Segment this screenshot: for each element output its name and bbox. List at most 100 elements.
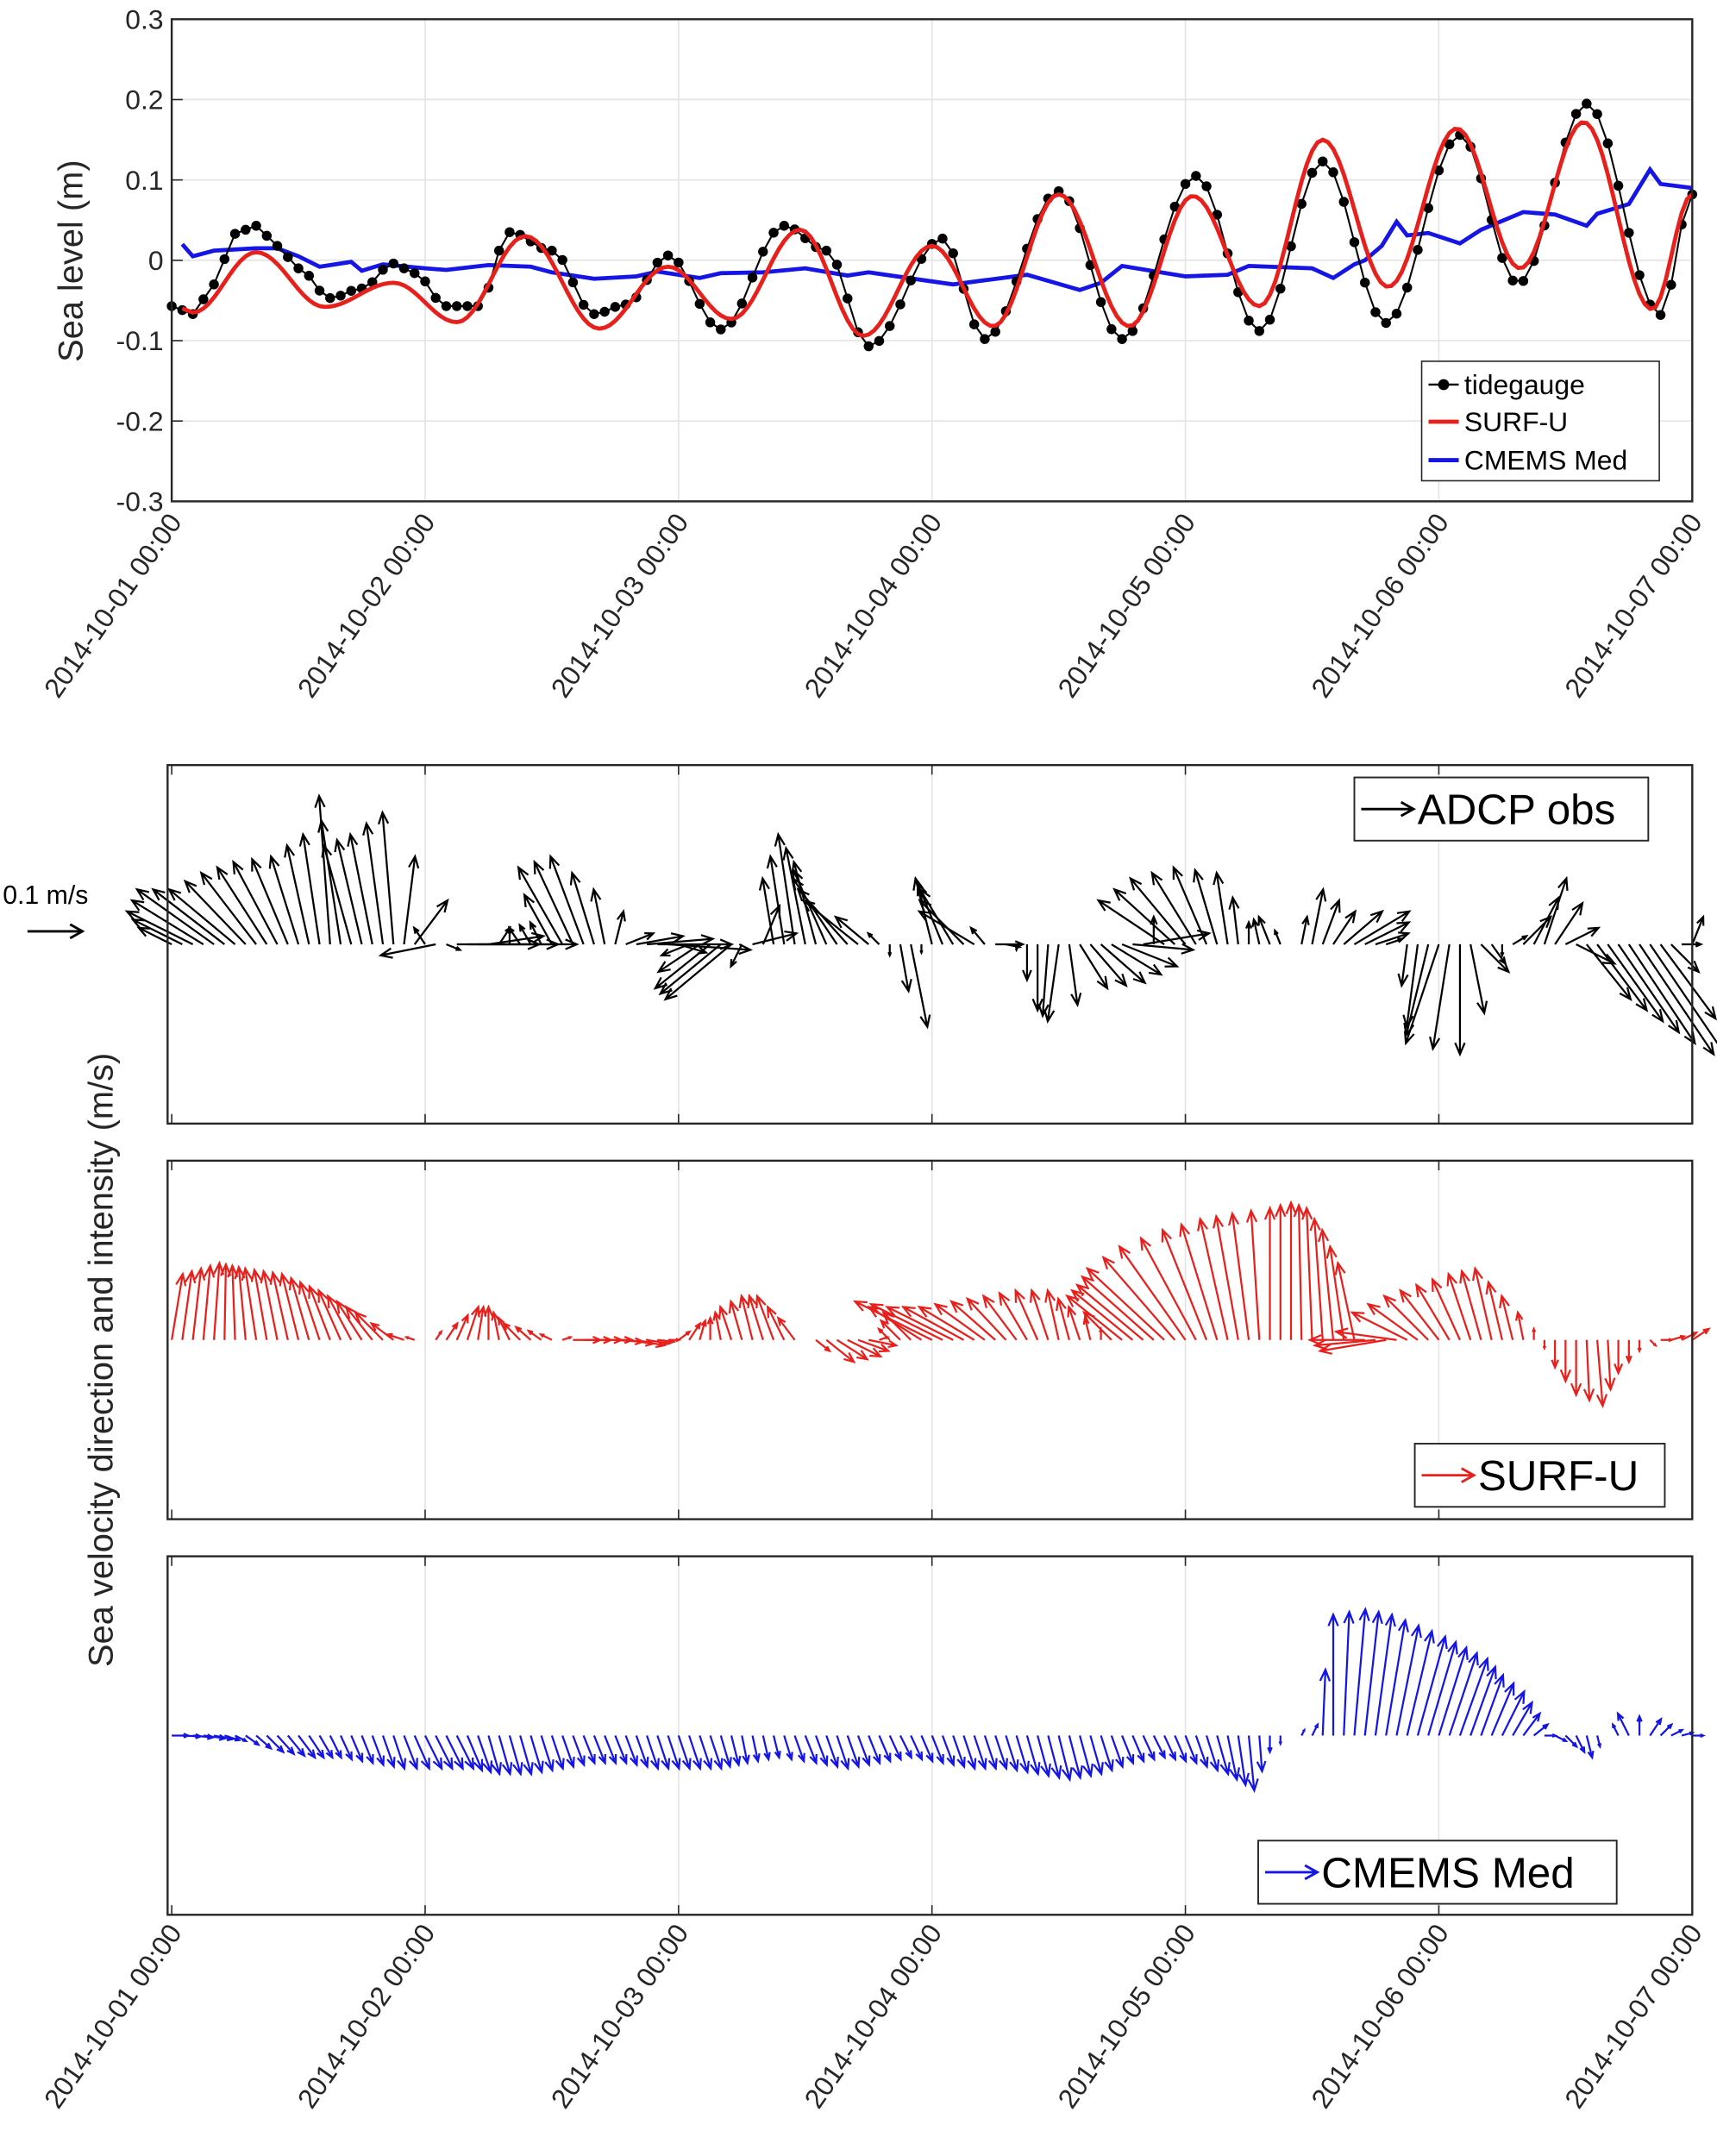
velocity-arrow bbox=[1037, 943, 1050, 1018]
tidegauge-point bbox=[1592, 109, 1602, 120]
velocity-arrow bbox=[1416, 1634, 1448, 1736]
tidegauge-point bbox=[705, 317, 716, 328]
velocity-arrow bbox=[1101, 1256, 1176, 1341]
velocity-arrow bbox=[250, 1267, 268, 1340]
tidegauge-point bbox=[768, 228, 779, 238]
tidegauge-point bbox=[863, 341, 874, 352]
velocity-arrow bbox=[699, 1735, 713, 1771]
velocity-arrow bbox=[1131, 1735, 1145, 1764]
tidegauge-point bbox=[1127, 326, 1138, 336]
velocity-arrow bbox=[1245, 919, 1253, 945]
velocity-arrow bbox=[381, 1735, 396, 1770]
velocity-arrow bbox=[656, 943, 700, 974]
velocity-arrow bbox=[1057, 1735, 1073, 1783]
velocity-arrow bbox=[385, 1332, 404, 1341]
velocity-arrow bbox=[360, 1735, 374, 1765]
velocity-arrow bbox=[1184, 1735, 1198, 1765]
velocity-arrow bbox=[592, 1735, 606, 1765]
tidegauge-point bbox=[272, 241, 283, 251]
velocity-arrow bbox=[572, 1735, 586, 1768]
velocity-arrow bbox=[1542, 1339, 1547, 1351]
velocity-arrow bbox=[235, 1734, 248, 1743]
velocity-arrow bbox=[1353, 1607, 1370, 1736]
x-tick-label: 2014-10-07 00:00 bbox=[1558, 508, 1708, 704]
velocity-arrow bbox=[181, 1269, 197, 1340]
velocity-arrow bbox=[1139, 1236, 1197, 1341]
velocity-arrow bbox=[899, 943, 912, 993]
tidegauge-point bbox=[948, 248, 958, 259]
velocity-arrow bbox=[362, 821, 385, 945]
x-tick-label: 2014-10-05 00:00 bbox=[1051, 1918, 1201, 2114]
velocity-arrow bbox=[766, 854, 786, 945]
velocity-arrow bbox=[224, 1734, 242, 1742]
velocity-arrow bbox=[1499, 1293, 1514, 1341]
velocity-arrow bbox=[755, 1294, 775, 1341]
arrows bbox=[172, 1607, 1706, 1794]
tidegauge-point bbox=[504, 227, 515, 237]
x-ticks: 2014-10-01 00:00 2014-10-02 00:00 2014-10-… bbox=[38, 508, 1708, 704]
velocity-arrow bbox=[507, 925, 522, 945]
velocity-arrow bbox=[852, 1300, 933, 1341]
velocity-arrow bbox=[941, 1735, 956, 1768]
velocity-arrow bbox=[445, 1321, 459, 1341]
velocity-arrow bbox=[1325, 1244, 1345, 1340]
velocity-arrow bbox=[260, 1269, 279, 1340]
velocity-arrow bbox=[1309, 1216, 1324, 1340]
scale-arrow bbox=[27, 923, 85, 940]
tidegauge-point bbox=[1117, 334, 1127, 344]
velocity-arrow bbox=[1080, 1275, 1155, 1341]
tidegauge-point bbox=[589, 309, 599, 319]
velocity-arrow bbox=[719, 1735, 732, 1770]
tidegauge-point bbox=[662, 250, 674, 260]
velocity-arrow bbox=[216, 865, 268, 945]
velocity-arrow bbox=[741, 1735, 750, 1766]
velocity-arrow bbox=[1065, 1294, 1123, 1341]
velocity-arrow bbox=[298, 1734, 316, 1760]
velocity-arrow bbox=[1121, 1735, 1135, 1765]
velocity-arrow bbox=[920, 1735, 934, 1764]
velocity-arrow bbox=[1096, 899, 1165, 945]
velocity-arrow bbox=[688, 1321, 702, 1341]
velocity-arrow bbox=[981, 1294, 1018, 1341]
velocity-arrow bbox=[199, 870, 257, 945]
velocity-arrow bbox=[1395, 1623, 1422, 1736]
velocity-arrow bbox=[255, 1734, 273, 1751]
y-ticks: 0.3 0.2 0.1 0 -0.1 -0.2 -0.3 bbox=[116, 3, 183, 517]
velocity-arrow bbox=[1067, 1304, 1081, 1341]
velocity-arrow bbox=[747, 1294, 764, 1341]
velocity-arrow bbox=[1317, 1227, 1335, 1340]
velocity-arrow bbox=[1172, 865, 1208, 945]
velocity-arrow bbox=[656, 1735, 671, 1771]
velocity-arrow bbox=[1343, 909, 1385, 945]
velocity-arrow bbox=[1374, 1612, 1396, 1736]
velocity-arrow bbox=[1596, 1735, 1601, 1749]
velocity-arrow bbox=[1075, 1283, 1144, 1341]
tidegauge-point bbox=[1507, 275, 1518, 286]
velocity-arrow bbox=[1431, 1277, 1461, 1341]
velocity-arrow bbox=[1319, 1667, 1332, 1736]
velocity-arrow bbox=[1670, 1728, 1685, 1737]
velocity-arrow bbox=[1512, 1700, 1533, 1737]
tidegauge-point bbox=[1518, 276, 1529, 286]
velocity-arrow bbox=[166, 887, 236, 945]
velocity-arrow bbox=[1649, 1338, 1657, 1348]
x-tick-label: 2014-10-04 00:00 bbox=[798, 1918, 948, 2114]
velocity-arrow bbox=[1692, 1733, 1706, 1738]
tidegauge-point bbox=[1413, 245, 1423, 255]
velocity-arrow bbox=[445, 1734, 464, 1771]
velocity-arrow bbox=[561, 1735, 575, 1770]
velocity-arrow bbox=[825, 1735, 839, 1770]
velocity-arrow bbox=[751, 1735, 761, 1764]
tidegauge-point bbox=[367, 277, 378, 287]
velocity-arrow bbox=[392, 1735, 407, 1771]
velocity-arrow bbox=[1285, 1200, 1297, 1340]
velocity-arrow bbox=[1152, 1734, 1166, 1760]
velocity-arrow bbox=[772, 1735, 781, 1760]
velocity-arrow bbox=[435, 1734, 454, 1771]
velocity-arrow bbox=[899, 1734, 913, 1760]
velocity-arrow bbox=[758, 875, 775, 945]
velocity-arrow bbox=[1554, 1734, 1569, 1743]
velocity-arrow bbox=[1070, 1288, 1134, 1341]
velocity-arrow bbox=[1636, 1714, 1643, 1736]
velocity-arrow bbox=[1670, 943, 1701, 974]
